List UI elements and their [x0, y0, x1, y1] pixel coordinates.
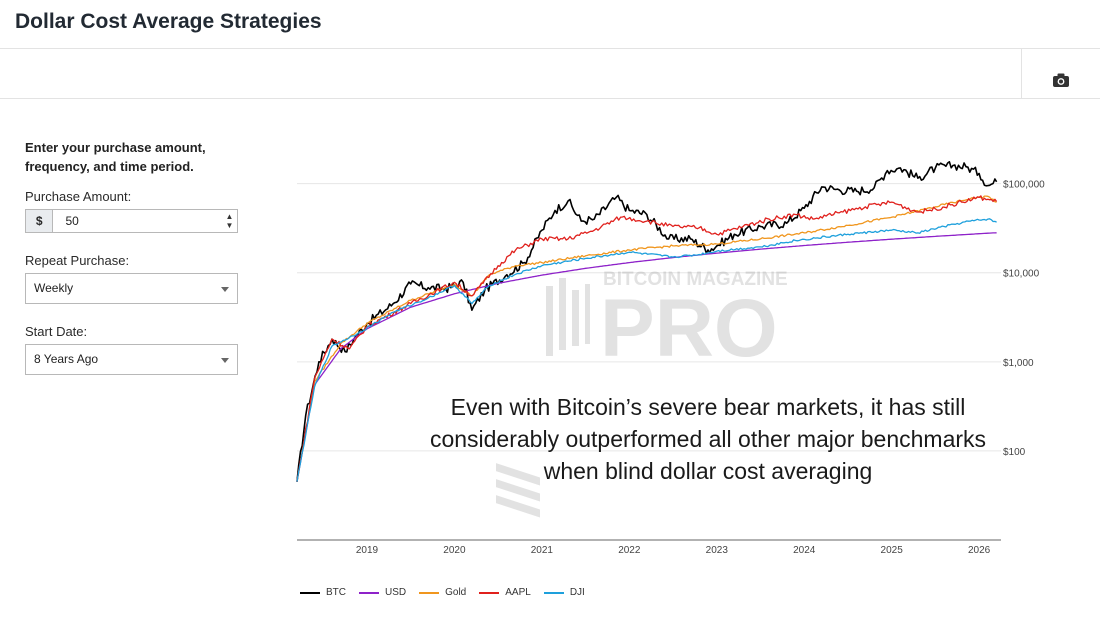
legend-item-btc[interactable]: BTC	[300, 587, 346, 598]
purchase-amount-label: Purchase Amount:	[25, 189, 132, 204]
x-tick-label: 2024	[793, 545, 816, 556]
watermark-bottom-text: PRO	[600, 283, 778, 374]
toolbar	[0, 49, 1100, 99]
camera-icon[interactable]	[1050, 71, 1072, 89]
x-tick-label: 2026	[968, 545, 991, 556]
page-title: Dollar Cost Average Strategies	[15, 10, 322, 33]
legend-label: DJI	[569, 587, 585, 598]
chevron-down-icon	[221, 358, 229, 363]
chart-legend: BTC USD Gold AAPL DJI	[300, 587, 598, 598]
purchase-amount-group: $ ▲ ▼	[25, 209, 238, 233]
repeat-purchase-label: Repeat Purchase:	[25, 253, 130, 268]
legend-label: USD	[385, 587, 407, 598]
series-line-dji	[296, 218, 997, 482]
legend-label: BTC	[326, 587, 346, 598]
legend-item-usd[interactable]: USD	[359, 587, 406, 598]
watermark-top-text: BITCOIN MAGAZINE	[603, 269, 788, 290]
currency-addon: $	[26, 210, 54, 232]
series-line-usd	[296, 232, 997, 482]
legend-item-aapl[interactable]: AAPL	[479, 587, 531, 598]
legend-item-dji[interactable]: DJI	[543, 587, 585, 598]
start-date-value: 8 Years Ago	[34, 352, 99, 366]
y-tick-label: $1,000	[1003, 358, 1034, 369]
chevron-down-icon	[221, 287, 229, 292]
repeat-purchase-select[interactable]: Weekly	[25, 273, 238, 304]
x-tick-label: 2025	[881, 545, 904, 556]
x-tick-label: 2019	[356, 545, 379, 556]
stepper-down-icon[interactable]: ▼	[225, 221, 234, 230]
legend-swatch	[479, 591, 500, 594]
y-tick-label: $10,000	[1003, 269, 1040, 280]
watermark-logo-icon	[496, 278, 590, 518]
y-tick-label: $100	[1003, 447, 1026, 458]
x-tick-label: 2021	[531, 545, 554, 556]
legend-label: AAPL	[505, 587, 531, 598]
legend-swatch	[359, 591, 379, 594]
legend-swatch	[543, 591, 564, 594]
legend-swatch	[300, 591, 320, 594]
amount-stepper[interactable]: ▲ ▼	[220, 210, 237, 232]
y-tick-label: $100,000	[1003, 180, 1045, 191]
legend-item-gold[interactable]: Gold	[419, 587, 466, 598]
toolbar-divider	[1021, 49, 1022, 98]
x-tick-label: 2023	[706, 545, 729, 556]
watermark: BITCOIN MAGAZINE PRO	[496, 269, 788, 518]
header-bar: Dollar Cost Average Strategies	[0, 0, 1100, 49]
x-tick-label: 2022	[618, 545, 641, 556]
legend-label: Gold	[445, 587, 467, 598]
series-line-aapl	[296, 195, 998, 482]
chart-caption: Even with Bitcoin’s severe bear markets,…	[429, 394, 987, 484]
x-tick-label: 2020	[443, 545, 466, 556]
start-date-select[interactable]: 8 Years Ago	[25, 344, 238, 375]
legend-swatch	[419, 591, 440, 594]
start-date-label: Start Date:	[25, 324, 88, 339]
stepper-up-icon[interactable]: ▲	[225, 212, 234, 221]
form-intro: Enter your purchase amount, frequency, a…	[25, 140, 206, 174]
repeat-purchase-value: Weekly	[34, 281, 74, 295]
purchase-amount-input[interactable]	[53, 210, 221, 232]
